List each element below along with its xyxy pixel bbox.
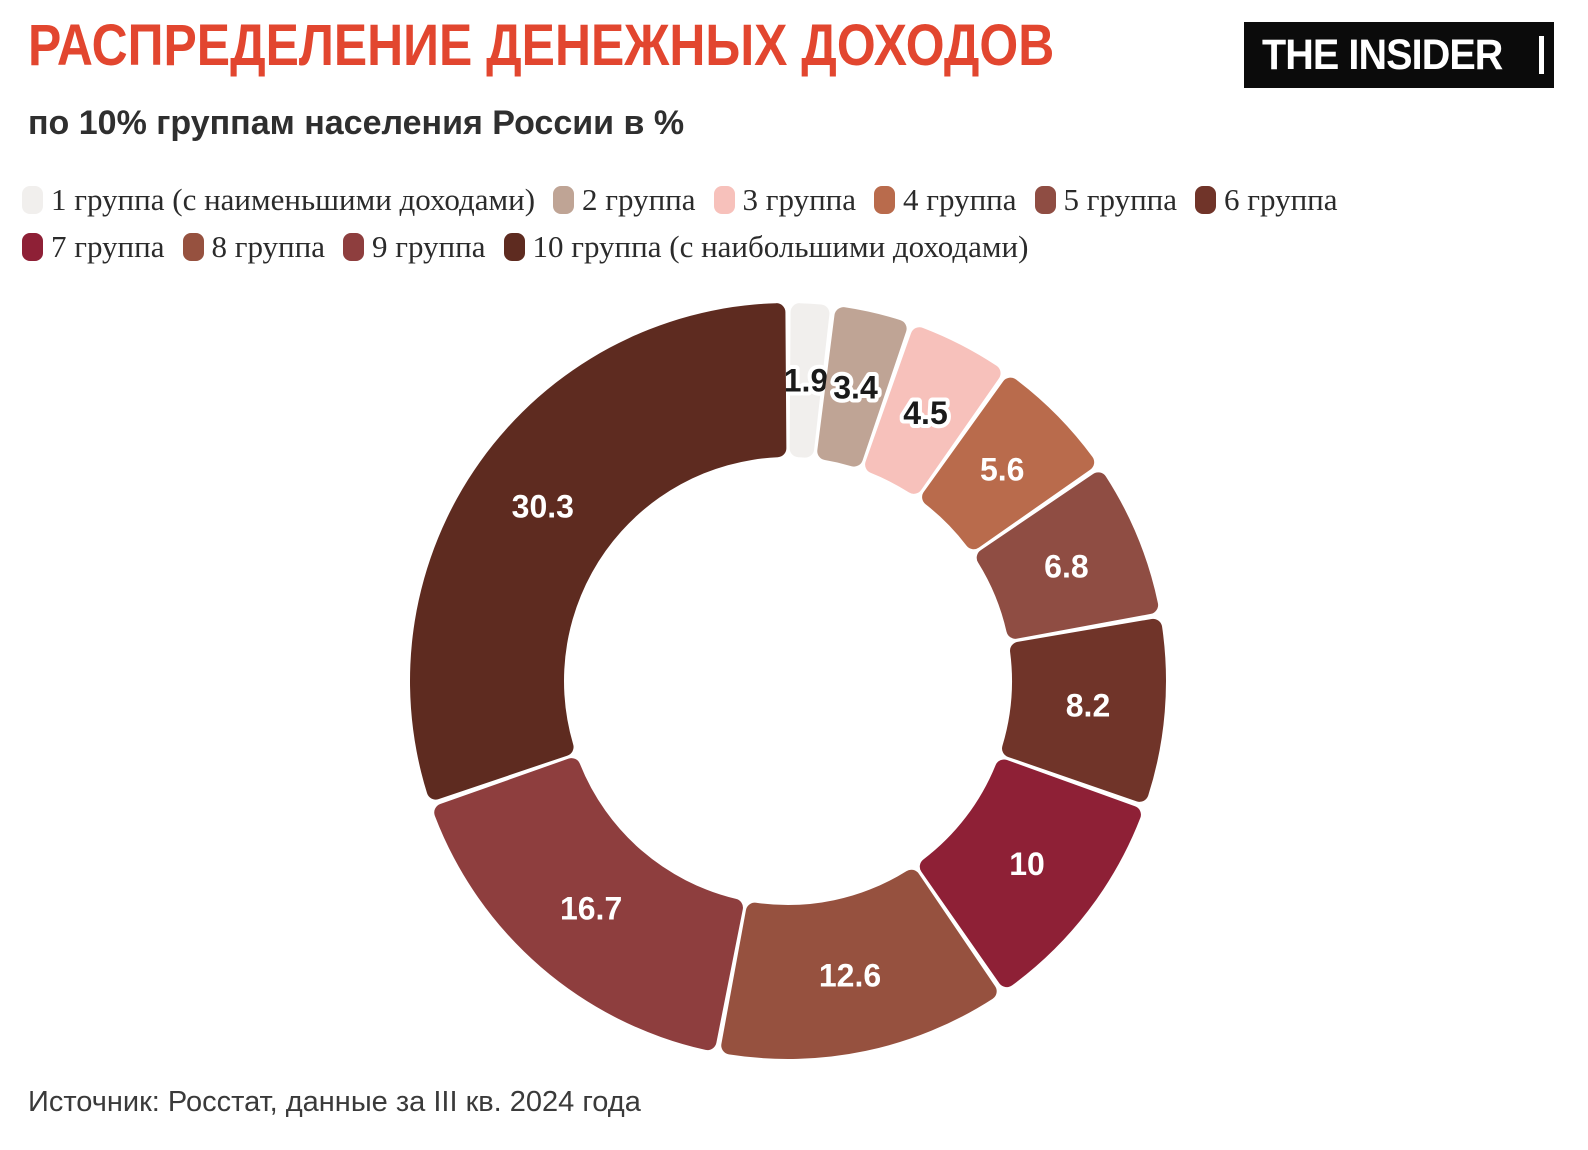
segment-value-label: 30.3 <box>512 488 574 524</box>
page-title: РАСПРЕДЕЛЕНИЕ ДЕНЕЖНЫХ ДОХОДОВ <box>28 13 1055 78</box>
logo-text: THE INSIDER <box>1261 30 1503 79</box>
segment-value-label: 5.6 <box>980 452 1024 488</box>
legend-item: 9 группа <box>343 229 486 265</box>
donut-segment <box>865 327 1001 494</box>
legend-swatch <box>1034 185 1056 214</box>
segment-value-label: 6.8 <box>1044 549 1088 585</box>
legend-row: 7 группа 8 группа 9 группа 10 группа (с наи… <box>22 223 1356 270</box>
segment-value-label: 1.9 <box>784 363 828 399</box>
legend-item-label: 1 группа (с наименьшими доходами) <box>51 181 536 217</box>
legend-swatch <box>874 185 896 214</box>
legend-swatch <box>553 185 575 214</box>
legend-item-label: 5 группа <box>1063 181 1178 217</box>
legend-item: 1 группа (с наименьшими доходами) <box>22 182 535 218</box>
legend-swatch <box>22 185 43 214</box>
legend-item-label: 10 группа (с наибольшими доходами) <box>532 228 1029 264</box>
legend-item: 7 группа <box>22 229 165 265</box>
segment-value-label: 10 <box>1009 846 1045 882</box>
legend-item: 5 группа <box>1034 181 1178 218</box>
donut-segment <box>789 303 830 458</box>
donut-segment <box>721 869 997 1059</box>
source-note: Источник: Росстат, данные за III кв. 202… <box>28 1086 641 1118</box>
donut-segment <box>434 758 743 1051</box>
legend-item: 2 группа <box>553 182 696 218</box>
legend-item: 3 группа <box>713 181 857 218</box>
donut-segment <box>1002 618 1167 802</box>
legend-swatch <box>1195 185 1217 214</box>
legend-item-label: 8 группа <box>211 228 326 264</box>
chart-legend: 1 группа (с наименьшими доходами) 2 групп… <box>22 176 1356 270</box>
segment-value-label: 12.6 <box>819 958 881 994</box>
segment-value-label: 4.5 <box>903 395 947 431</box>
legend-item-label: 4 группа <box>903 181 1017 217</box>
page-subtitle: по 10% группам населения России в % <box>28 104 685 142</box>
donut-segment <box>817 307 907 467</box>
legend-row: 1 группа (с наименьшими доходами) 2 групп… <box>22 176 1356 223</box>
legend-swatch <box>22 232 43 261</box>
donut-segment <box>976 472 1159 639</box>
legend-item-label: 3 группа <box>742 181 857 217</box>
donut-segment <box>919 759 1141 988</box>
brand-logo: THE INSIDER <box>1243 22 1554 88</box>
legend-item-label: 9 группа <box>372 228 486 264</box>
legend-item-label: 2 группа <box>582 181 696 217</box>
legend-item: 8 группа <box>182 228 326 265</box>
segment-value-label: 3.4 <box>833 370 878 406</box>
donut-segment <box>922 377 1095 550</box>
legend-swatch <box>713 185 735 214</box>
legend-item-label: 7 группа <box>51 228 165 264</box>
legend-swatch <box>343 232 364 261</box>
legend-item: 6 группа <box>1195 182 1338 218</box>
logo-cursor-bar-icon <box>1539 36 1544 74</box>
legend-item: 4 группа <box>874 182 1017 218</box>
legend-item-label: 6 группа <box>1224 181 1338 217</box>
legend-swatch <box>182 232 204 261</box>
legend-item: 10 группа (с наибольшими доходами) <box>503 228 1029 265</box>
segment-value-label: 8.2 <box>1066 688 1110 724</box>
legend-swatch <box>503 232 525 261</box>
donut-segment <box>410 303 787 800</box>
segment-value-label: 16.7 <box>560 891 622 927</box>
